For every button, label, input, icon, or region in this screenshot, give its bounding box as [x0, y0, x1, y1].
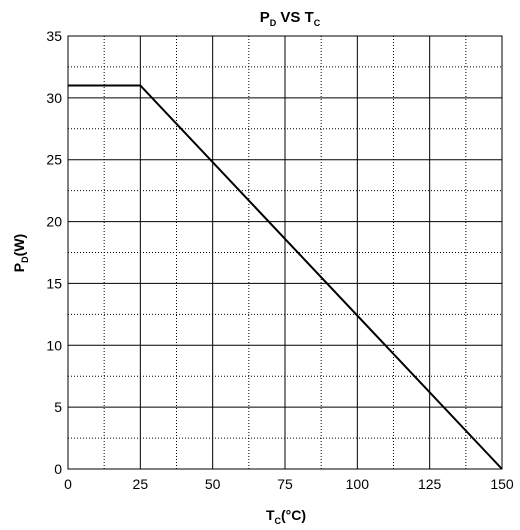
y-tick-label: 30 [46, 90, 62, 106]
y-tick-label: 5 [54, 399, 62, 415]
x-tick-label: 50 [205, 476, 221, 492]
x-tick-label: 100 [346, 476, 370, 492]
title-main: P [260, 9, 270, 26]
grid [67, 35, 503, 470]
y-tick-label: 35 [46, 28, 62, 44]
chart-title: PD VS TC [260, 9, 321, 28]
x-axis-label: TC(°C) [266, 507, 306, 526]
x-tick-label: 150 [490, 476, 514, 492]
y-tick-label: 25 [46, 152, 62, 168]
x-tick-label: 25 [133, 476, 149, 492]
x-tick-label: 125 [418, 476, 442, 492]
ylabel-rest: (W) [11, 234, 27, 257]
ylabel-sub: D [20, 256, 30, 263]
series-line [68, 84, 503, 470]
ylabel-main: P [11, 263, 27, 272]
x-tick-label: 0 [64, 476, 72, 492]
title-mid: VS T [276, 9, 314, 26]
xlabel-rest: (°C) [281, 507, 306, 523]
plot-frame [67, 35, 503, 470]
x-tick-label: 75 [277, 476, 293, 492]
title-sub2: C [314, 18, 321, 28]
y-tick-label: 20 [46, 214, 62, 230]
xlabel-sub: C [275, 516, 282, 526]
xlabel-main: T [266, 507, 275, 523]
y-tick-label: 15 [46, 275, 62, 291]
y-axis-label: PD(W) [11, 234, 30, 272]
y-tick-label: 0 [54, 461, 62, 477]
tick-labels: 0 25 50 75 100 125 150 0 5 10 15 20 25 30 35 [46, 28, 513, 492]
series-layer [68, 84, 503, 470]
title-sub: D [270, 18, 277, 28]
y-tick-label: 10 [46, 337, 62, 353]
